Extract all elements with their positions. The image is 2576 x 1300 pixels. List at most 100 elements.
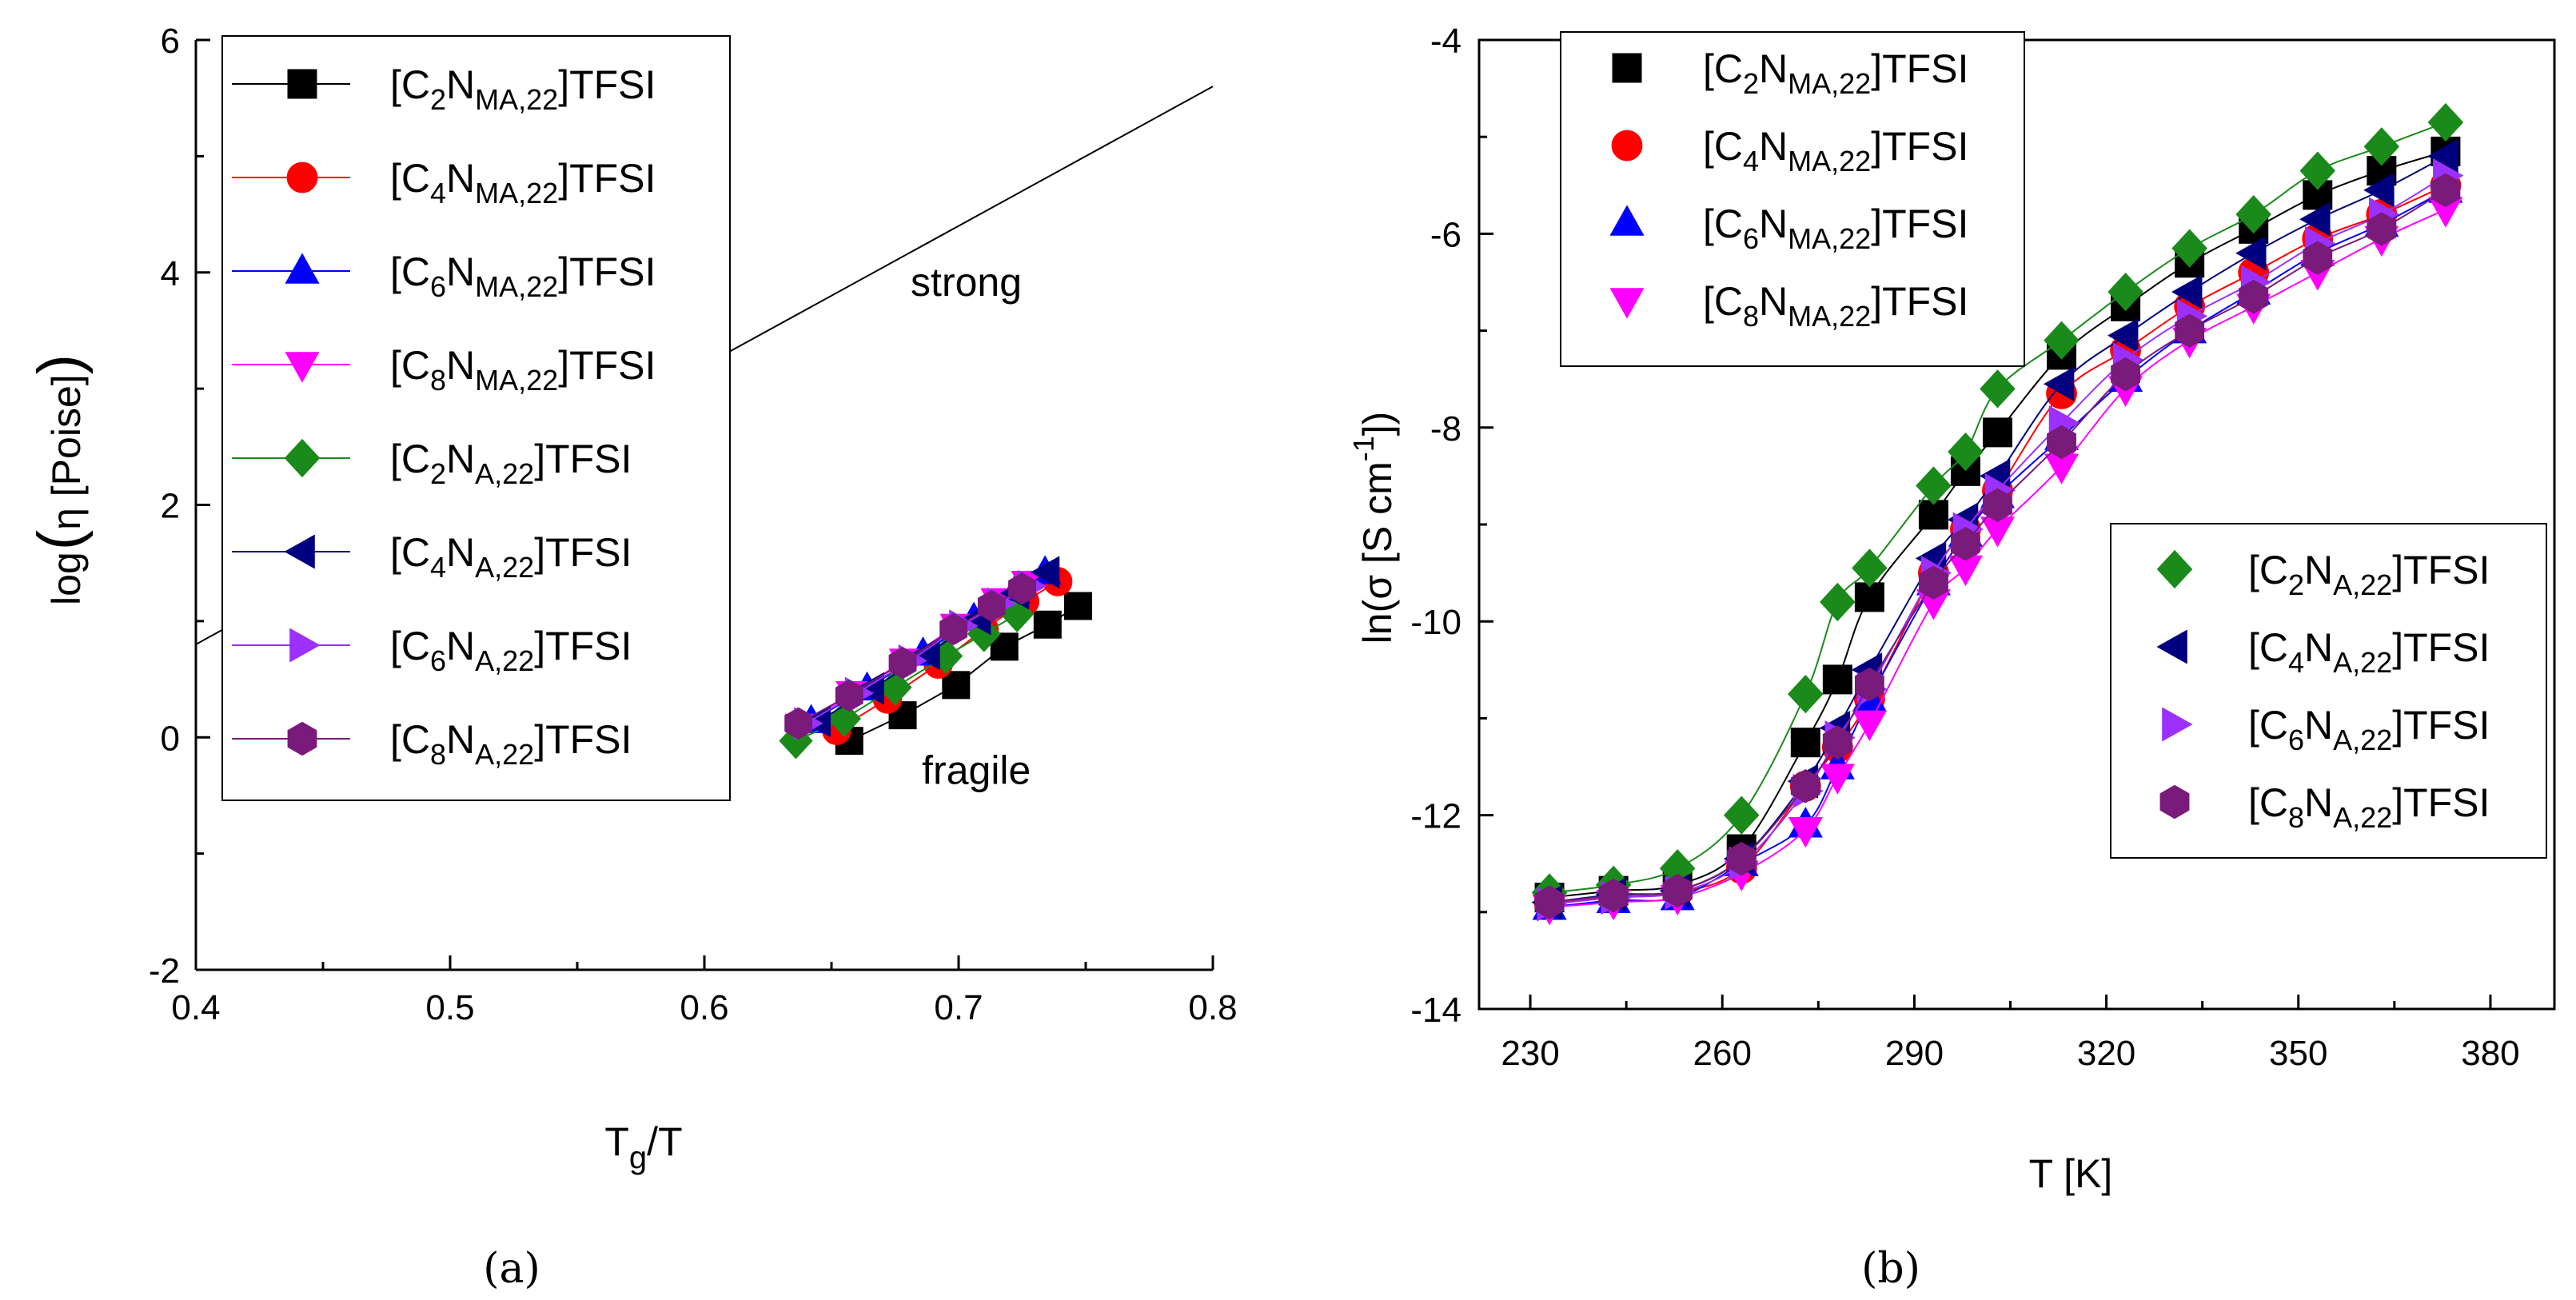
panel-b-data-point xyxy=(1980,369,2016,409)
panel-b-data-point xyxy=(1662,873,1693,908)
panel-b-data-point xyxy=(1534,885,1565,919)
panel-b-y-tick-label: -12 xyxy=(1410,797,1461,836)
panel-b-y-ticks: -14 -12 -10 -8 -6 -4 xyxy=(1410,22,1493,1030)
panel-b-data-point xyxy=(1790,728,1820,758)
panel-a-legend-entry: [C2NMA,22]TFSI xyxy=(232,62,656,116)
panel-b-data-point xyxy=(2239,279,2269,314)
panel-b-x-axis-title: T [K] xyxy=(2029,1151,2113,1196)
panel-a-data-point xyxy=(784,707,813,740)
panel-b-legend-label: [C4NA,22]TFSI xyxy=(2248,625,2490,679)
panel-b-data-point xyxy=(1788,816,1823,848)
panel-b-y-tick-label: -8 xyxy=(1430,409,1461,449)
panel-b-data-point xyxy=(1948,432,1984,472)
panel-a-data-point xyxy=(1008,572,1036,605)
panel-a-plot-area: strong fragile [C2NMA,22]TFSI [C4NMA,22]TFS… xyxy=(194,35,1214,971)
panel-b-legend-entry: [C8NMA,22]TFSI xyxy=(1609,279,1968,333)
panel-a-data-point xyxy=(1030,556,1060,589)
panel-a-data-point xyxy=(835,679,863,712)
panel-b-data-point xyxy=(1982,417,2012,448)
panel-a-legend-marker xyxy=(284,438,321,478)
panel-a-data-point xyxy=(1033,610,1062,639)
panel-a-legend-entry: [C6NMA,22]TFSI xyxy=(232,249,656,303)
panel-b-data-point xyxy=(1822,725,1852,760)
panel-b-data-point xyxy=(1916,466,1952,505)
panel-b-legend-label: [C6NA,22]TFSI xyxy=(2248,703,2490,756)
panel-b-data-point xyxy=(2367,212,2397,246)
panel-a-y-tick-label: -2 xyxy=(149,951,180,991)
panel-b-x-tick-label: 350 xyxy=(2269,1034,2327,1073)
panel-a: strong fragile [C2NMA,22]TFSI [C4NMA,22]TFS… xyxy=(26,22,1238,1293)
panel-b-data-point xyxy=(1951,526,1980,561)
panel-a-legend-marker xyxy=(287,69,317,99)
panel-b-data-point xyxy=(2175,313,2205,348)
panel-b-data-point xyxy=(1854,667,1884,702)
panel-a-legend-marker xyxy=(286,162,318,193)
panel-a-data-point xyxy=(942,671,971,700)
panel-b-data-point xyxy=(2363,173,2395,208)
panel-a-legend-entry: [C4NMA,22]TFSI xyxy=(232,156,656,209)
panel-b-data-point xyxy=(1820,764,1855,795)
panel-b-caption: (b) xyxy=(1861,1245,1920,1293)
panel-a-annotation-fragile: fragile xyxy=(922,748,1031,792)
panel-b-legend-marker xyxy=(1609,288,1645,319)
panel-a-x-axis-title: Tg/T xyxy=(604,1119,682,1175)
panel-b-legend-entry: [C2NA,22]TFSI xyxy=(2156,548,2490,601)
panel-b-data-point xyxy=(2427,102,2464,142)
panel-a-series-8 xyxy=(784,572,1036,740)
panel-a-legend-marker xyxy=(285,253,320,284)
panel-b-data-point xyxy=(1983,488,2012,523)
panel-b-y-tick-label: -10 xyxy=(1410,603,1461,642)
panel-a-caption: (a) xyxy=(483,1245,540,1293)
panel-b-data-point xyxy=(2044,321,2080,360)
panel-b-legend-marker xyxy=(2159,784,2190,819)
panel-a-legend-entry: [C6NA,22]TFSI xyxy=(232,624,632,677)
panel-b-x-tick-label: 230 xyxy=(1501,1034,1559,1073)
panel-a-legend-label: [C6NA,22]TFSI xyxy=(390,624,632,677)
panel-a-legend-marker xyxy=(287,721,317,756)
panel-b-legend-marker xyxy=(2162,707,2193,742)
panel-b-legend-a: [C2NA,22]TFSI [C4NA,22]TFSI [C6NA,22]TFSI [… xyxy=(2110,523,2547,859)
panel-a-legend-entry: [C4NA,22]TFSI xyxy=(232,530,632,584)
panel-b-data-point xyxy=(2107,272,2143,312)
panel-b-y-tick-label: -14 xyxy=(1410,991,1461,1030)
panel-b-y-axis-title: ln(σ [S cm-1]) xyxy=(1347,412,1400,644)
panel-b-legend-label: [C8NA,22]TFSI xyxy=(2248,780,2490,834)
panel-a-legend-label: [C2NA,22]TFSI xyxy=(390,437,632,490)
panel-b-legend-ma: [C2NMA,22]TFSI [C4NMA,22]TFSI [C6NMA,22]TF… xyxy=(1560,31,2025,367)
panel-b-data-point xyxy=(1790,768,1820,804)
panel-b-legend-marker xyxy=(1611,130,1643,162)
panel-b-data-point xyxy=(2299,201,2331,237)
panel-b-legend-label: [C8NMA,22]TFSI xyxy=(1703,279,1968,333)
panel-b-legend-entry: [C6NMA,22]TFSI xyxy=(1609,201,1968,255)
panel-b-data-point xyxy=(1820,582,1856,622)
panel-b-data-point xyxy=(2171,274,2203,309)
panel-b-data-point xyxy=(1852,710,1887,742)
panel-a-y-tick-label: 2 xyxy=(161,487,180,526)
panel-b-legend-entry: [C8NA,22]TFSI xyxy=(2159,780,2490,834)
panel-b-data-point xyxy=(1726,841,1757,876)
panel-b-legend-label: [C4NMA,22]TFSI xyxy=(1703,124,1968,177)
panel-a-data-point xyxy=(939,612,968,646)
panel-b-data-point xyxy=(2171,229,2207,268)
panel-b-legend-marker xyxy=(1612,53,1642,83)
panel-b-legend-marker xyxy=(2156,549,2193,589)
panel-b-data-point xyxy=(2111,357,2141,392)
panel-a-x-tick-label: 0.8 xyxy=(1188,988,1237,1027)
panel-a-legend-marker xyxy=(284,534,315,569)
panel-b-legend-ma-box xyxy=(1560,31,2025,367)
panel-a-x-tick-label: 0.5 xyxy=(425,988,474,1027)
panel-b-data-point xyxy=(2363,127,2400,166)
panel-b-legend-entry: [C2NMA,22]TFSI xyxy=(1612,46,1968,100)
panel-a-legend-entry: [C8NA,22]TFSI xyxy=(232,717,632,771)
panel-a-annotation-strong: strong xyxy=(911,260,1022,305)
panel-b-plot-area: [C2NMA,22]TFSI [C4NMA,22]TFSI [C6NMA,22]TF… xyxy=(1477,31,2556,1011)
panel-b-data-point xyxy=(2235,236,2267,271)
panel-a-data-point xyxy=(977,589,1006,623)
panel-a-legend-box xyxy=(221,35,731,801)
panel-b-x-tick-label: 380 xyxy=(2461,1034,2519,1073)
panel-a-y-ticks: -2 0 2 4 6 xyxy=(149,22,210,991)
panel-b-legend-label: [C2NA,22]TFSI xyxy=(2248,548,2490,601)
panel-a-x-tick-label: 0.7 xyxy=(934,988,983,1027)
panel-a-legend-label: [C4NMA,22]TFSI xyxy=(390,156,656,209)
